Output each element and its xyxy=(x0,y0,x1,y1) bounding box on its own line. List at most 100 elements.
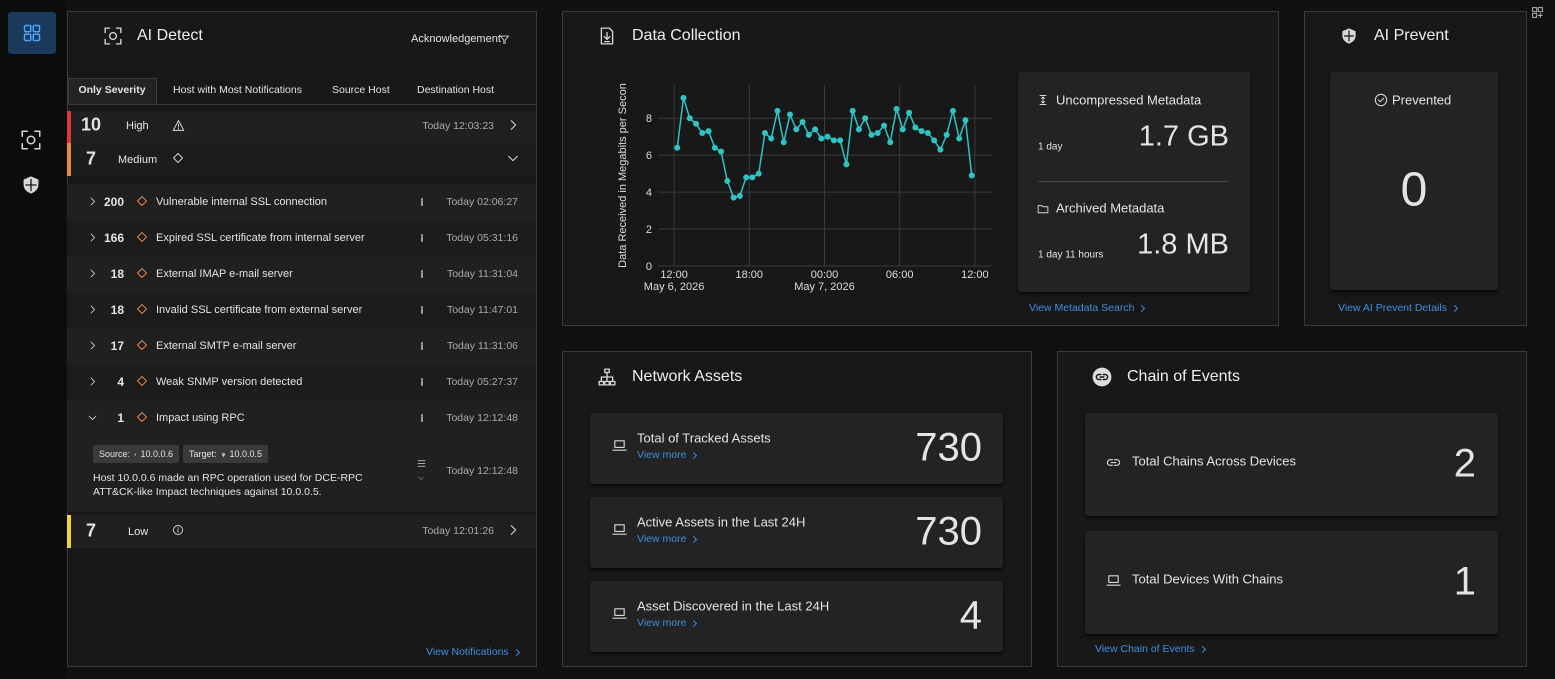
metric-label: Active Assets in the Last 24H xyxy=(637,514,806,530)
severity-icon xyxy=(173,525,183,535)
notification-time: Today 05:31:16 xyxy=(446,232,518,244)
notification-count: 4 xyxy=(117,375,124,389)
tab[interactable]: Only Severity xyxy=(78,84,146,96)
data-point xyxy=(962,117,969,124)
home-icon xyxy=(23,24,41,42)
link[interactable]: View Notifications xyxy=(426,646,519,658)
notification-count: 18 xyxy=(110,303,124,317)
metric-label: Total Chains Across Devices xyxy=(1132,453,1297,469)
notification-name: Vulnerable internal SSL connection xyxy=(156,196,328,208)
detect-nav-icon xyxy=(21,130,41,150)
metric-icon-part xyxy=(1106,458,1120,466)
data-point xyxy=(937,146,944,153)
panel-title: AI Prevent xyxy=(1374,27,1449,44)
severity-icon xyxy=(137,196,147,206)
sidebar-home[interactable] xyxy=(8,12,56,54)
y-tick-label: 8 xyxy=(646,113,652,125)
panel-icon xyxy=(598,368,616,386)
info-icon xyxy=(421,269,423,279)
notification-count: 18 xyxy=(110,267,124,281)
layout-icon-part xyxy=(1537,12,1543,18)
severity-icon-part xyxy=(137,232,147,242)
data-point xyxy=(855,126,862,133)
filter[interactable]: Acknowledgement xyxy=(411,33,501,45)
data-point xyxy=(943,131,950,138)
severity-row[interactable] xyxy=(67,515,536,548)
notification-count: 166 xyxy=(103,231,124,245)
chevron-part xyxy=(90,197,95,205)
severity-icon-part xyxy=(137,268,147,278)
chip-label: Source: xyxy=(99,449,131,459)
data-point xyxy=(881,122,888,129)
data-point xyxy=(749,174,756,181)
severity-row[interactable] xyxy=(67,143,536,176)
active-tab[interactable] xyxy=(68,78,157,105)
metric-icon-part xyxy=(1377,97,1385,103)
metric-value: 730 xyxy=(915,509,982,554)
severity-bar xyxy=(67,143,71,176)
detect-nav-icon-part xyxy=(26,135,36,145)
data-point xyxy=(968,172,975,179)
chevron xyxy=(90,377,95,385)
data-point xyxy=(793,126,800,133)
metric-value: 2 xyxy=(1453,441,1476,486)
link[interactable]: View Chain of Events xyxy=(1095,643,1205,655)
link[interactable]: View more xyxy=(637,449,696,461)
data-point xyxy=(824,133,831,140)
severity-row[interactable] xyxy=(67,111,536,143)
notification-count: 17 xyxy=(110,339,124,353)
pin-icon-part xyxy=(134,453,136,456)
data-point xyxy=(918,128,925,135)
notification-time: Today 05:27:37 xyxy=(446,376,518,388)
x-date-label: May 6, 2026 xyxy=(644,281,705,293)
tab[interactable]: Host with Most Notifications xyxy=(173,84,302,96)
metric-icon-part xyxy=(1037,205,1049,214)
link[interactable]: View Metadata Search xyxy=(1029,302,1144,314)
data-point xyxy=(736,192,743,199)
metric-value: 1.7 GB xyxy=(1138,120,1229,153)
panel-icon xyxy=(1092,367,1112,387)
metric-label: Archived Metadata xyxy=(1056,200,1165,216)
panel-icon-part xyxy=(104,27,122,45)
metric-icon xyxy=(1105,574,1121,586)
severity-icon xyxy=(137,268,147,278)
metric-icon xyxy=(1106,458,1120,466)
tab[interactable]: Destination Host xyxy=(417,84,495,96)
link[interactable]: View AI Prevent Details xyxy=(1338,302,1457,314)
metric-period: 1 day 11 hours xyxy=(1038,249,1104,261)
layout-icon xyxy=(1531,6,1543,18)
severity-time: Today 12:01:26 xyxy=(422,525,494,537)
severity-icon-part xyxy=(137,304,147,314)
data-point xyxy=(686,115,693,122)
home-icon-part xyxy=(23,33,32,42)
chevron xyxy=(90,305,95,313)
y-tick-label: 0 xyxy=(646,261,652,273)
x-date-label: May 7, 2026 xyxy=(794,281,855,293)
chevron xyxy=(88,415,96,420)
detail-menu-icon-part xyxy=(417,459,425,467)
link[interactable]: View more xyxy=(637,617,696,629)
link[interactable]: View more xyxy=(637,533,696,545)
metric-icon xyxy=(1037,205,1049,214)
panel-title: Data Collection xyxy=(632,27,741,44)
host-chip: Target: 10.0.0.5 xyxy=(183,445,268,463)
severity-icon-part xyxy=(137,196,147,206)
data-point xyxy=(862,115,869,122)
home-icon-part xyxy=(23,24,32,33)
notification-name: External SMTP e-mail server xyxy=(156,340,297,352)
info-icon xyxy=(421,377,423,387)
panel-title: Chain of Events xyxy=(1127,368,1240,385)
metric-icon xyxy=(611,607,627,619)
y-axis-label: Data Received in Megabits per Secon xyxy=(617,83,629,268)
layout-icon-part xyxy=(1531,6,1537,12)
data-point xyxy=(849,107,856,114)
chevron xyxy=(90,269,95,277)
chevron-part xyxy=(418,476,424,480)
notification-name: External IMAP e-mail server xyxy=(156,268,293,280)
tab[interactable]: Source Host xyxy=(332,84,390,96)
chevron-part xyxy=(510,120,517,130)
data-point xyxy=(705,128,712,135)
panel-icon xyxy=(600,27,614,45)
